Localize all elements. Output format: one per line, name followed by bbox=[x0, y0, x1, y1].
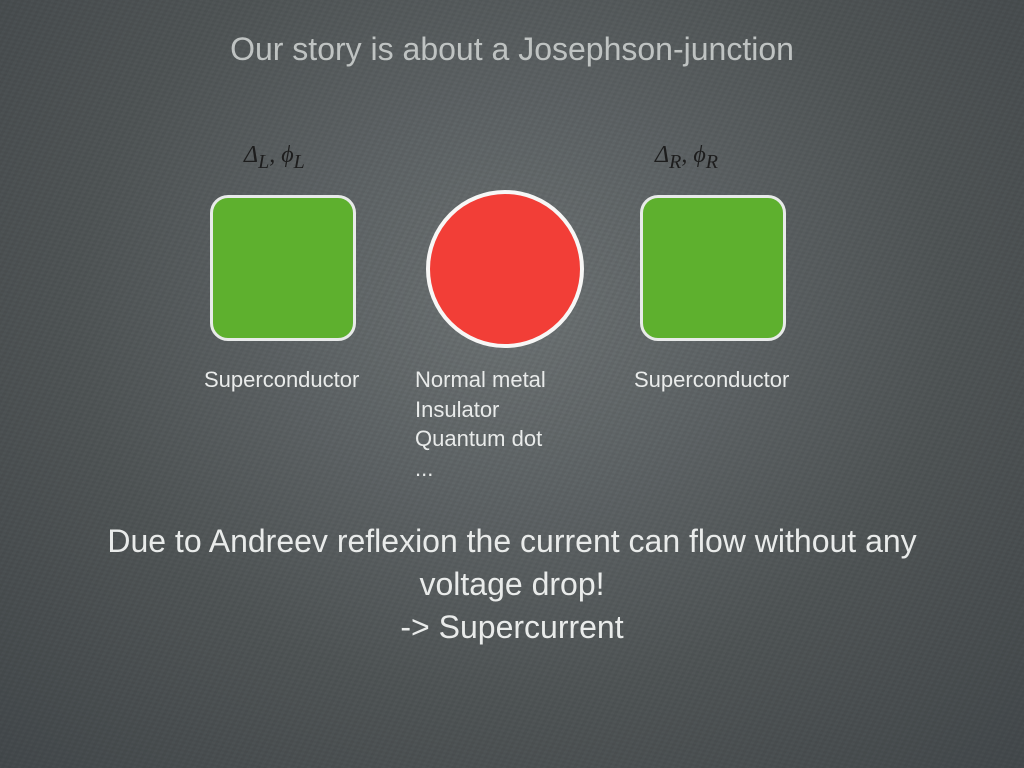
center-caption: Normal metal Insulator Quantum dot ... bbox=[415, 365, 546, 484]
right-caption: Superconductor bbox=[634, 365, 789, 395]
delta-left: ΔL bbox=[244, 142, 269, 168]
bottom-line-1: Due to Andreev reflexion the current can… bbox=[0, 520, 1024, 563]
slide-title: Our story is about a Josephson-junction bbox=[0, 30, 1024, 68]
param-left-label: ΔL, ϕL bbox=[244, 142, 305, 174]
phi-left: ϕL bbox=[281, 142, 305, 168]
phi-right: ϕR bbox=[693, 142, 718, 168]
bottom-text: Due to Andreev reflexion the current can… bbox=[0, 520, 1024, 650]
left-superconductor-box bbox=[210, 195, 356, 341]
right-superconductor-box bbox=[640, 195, 786, 341]
slide: Our story is about a Josephson-junction … bbox=[0, 0, 1024, 768]
param-right-label: ΔR, ϕR bbox=[655, 142, 718, 174]
left-caption: Superconductor bbox=[204, 365, 359, 395]
delta-right: ΔR bbox=[655, 142, 681, 168]
junction-diagram bbox=[0, 195, 1024, 355]
center-barrier-circle bbox=[426, 190, 584, 348]
bottom-line-3: -> Supercurrent bbox=[0, 606, 1024, 649]
bottom-line-2: voltage drop! bbox=[0, 563, 1024, 606]
